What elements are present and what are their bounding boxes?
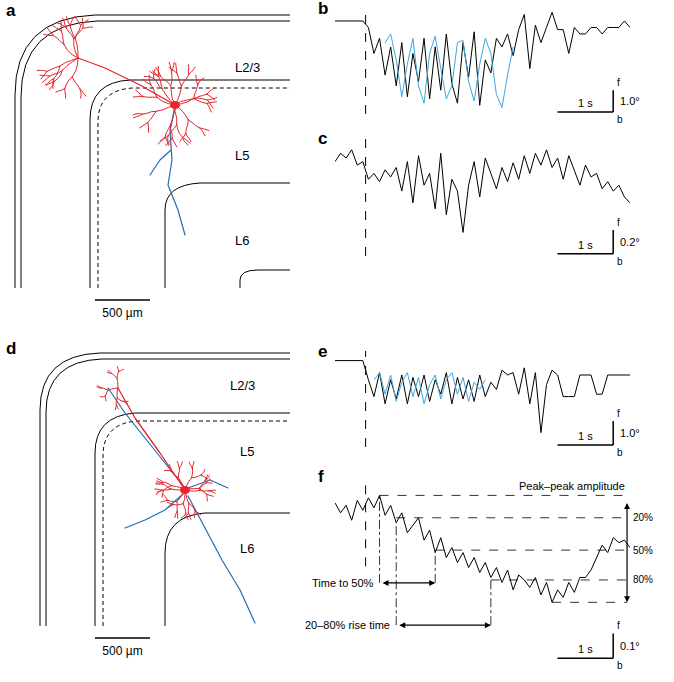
html-text:c: c <box>318 129 328 148</box>
svg-text:b: b <box>617 114 623 125</box>
svg-text:L6: L6 <box>240 541 254 556</box>
html-text:e: e <box>318 342 328 361</box>
svg-text:b: b <box>617 256 623 267</box>
svg-text:L2/3: L2/3 <box>235 60 260 75</box>
svg-text:Time to 50%: Time to 50% <box>312 577 374 589</box>
svg-text:b: b <box>617 660 623 671</box>
svg-text:80%: 80% <box>633 574 653 585</box>
svg-text:500 µm: 500 µm <box>102 644 142 658</box>
html-text:f: f <box>318 467 324 486</box>
html-text:b: b <box>318 0 329 18</box>
svg-text:L6: L6 <box>235 233 249 248</box>
svg-text:L5: L5 <box>240 444 254 459</box>
svg-text:L2/3: L2/3 <box>230 378 255 393</box>
svg-text:20–80% rise time: 20–80% rise time <box>305 619 390 631</box>
svg-text:f: f <box>617 217 620 228</box>
svg-text:f: f <box>617 408 620 419</box>
svg-text:50%: 50% <box>633 545 653 556</box>
svg-text:L5: L5 <box>235 148 249 163</box>
svg-text:0.2°: 0.2° <box>620 236 640 248</box>
svg-text:1 s: 1 s <box>578 97 593 109</box>
svg-text:b: b <box>617 447 623 458</box>
svg-text:1.0°: 1.0° <box>620 427 640 439</box>
svg-text:1 s: 1 s <box>578 643 593 655</box>
svg-text:1 s: 1 s <box>578 239 593 251</box>
svg-text:500 µm: 500 µm <box>102 306 142 320</box>
svg-text:20%: 20% <box>633 512 653 523</box>
svg-text:1 s: 1 s <box>578 430 593 442</box>
svg-text:0.1°: 0.1° <box>620 640 640 652</box>
html-text:a: a <box>6 1 16 20</box>
svg-text:f: f <box>617 77 620 88</box>
svg-text:1.0°: 1.0° <box>620 95 640 107</box>
svg-text:Peak–peak amplitude: Peak–peak amplitude <box>519 480 625 492</box>
svg-text:f: f <box>617 620 620 631</box>
html-text:d: d <box>6 339 17 358</box>
